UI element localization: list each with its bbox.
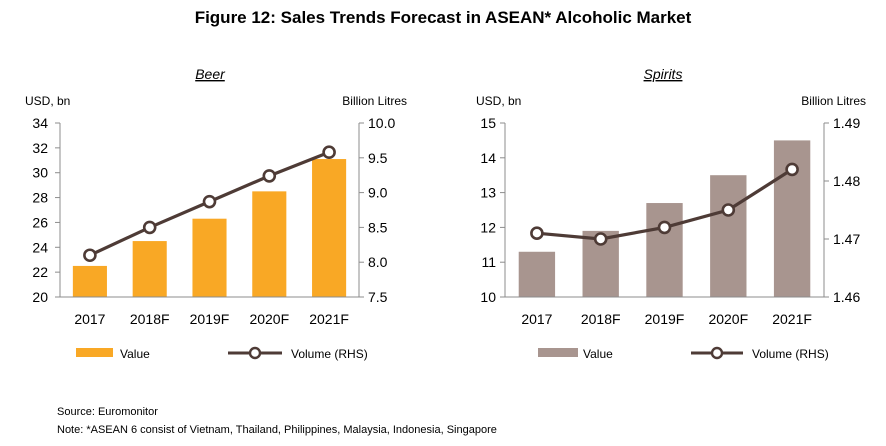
- legend-value-label: Value: [120, 347, 150, 361]
- left-tick-label: 32: [32, 140, 48, 156]
- x-tick-label: 2017: [521, 311, 552, 327]
- x-tick-label: 2019F: [645, 311, 685, 327]
- left-tick-label: 14: [480, 150, 496, 166]
- right-tick-label: 1.47: [833, 231, 860, 247]
- x-tick-label: 2018F: [581, 311, 621, 327]
- legend-volume-marker: [710, 346, 724, 360]
- volume-point-2021f: [322, 145, 336, 160]
- bar-2017: [72, 265, 107, 297]
- source-note: Source: Euromonitor: [57, 406, 158, 418]
- volume-point-2021f: [785, 162, 799, 177]
- left-tick-label: 30: [32, 165, 48, 181]
- bar-2018f: [132, 241, 167, 297]
- right-tick-label: 1.48: [833, 173, 860, 189]
- x-tick-label: 2019F: [190, 311, 230, 327]
- legend-value-swatch: [538, 348, 578, 357]
- bar-2017: [518, 251, 556, 297]
- x-tick-label: 2020F: [708, 311, 748, 327]
- legend-volume-marker: [248, 346, 262, 360]
- bar-2020f: [252, 191, 287, 297]
- x-tick-label: 2018F: [130, 311, 170, 327]
- left-tick-label: 20: [32, 289, 48, 305]
- bar-2020f: [710, 175, 747, 297]
- right-axis-title: Billion Litres: [801, 94, 866, 108]
- legend-value-swatch: [76, 348, 113, 357]
- figure-title: Figure 12: Sales Trends Forecast in ASEA…: [194, 8, 692, 27]
- left-axis-title: USD, bn: [25, 94, 70, 108]
- spirits-chart: Spirits USD, bn Billion Litres 10 11 12 13 14 15…: [476, 66, 866, 361]
- left-tick-label: 26: [32, 214, 48, 230]
- right-tick-label: 9.5: [368, 150, 388, 166]
- volume-point-2017: [530, 226, 544, 240]
- right-axis-title: Billion Litres: [342, 94, 407, 108]
- left-tick-label: 34: [32, 115, 48, 131]
- right-tick-label: 1.49: [833, 115, 860, 131]
- volume-point-2020f: [721, 203, 736, 217]
- bar-2019f: [646, 203, 683, 297]
- legend-volume-label: Volume (RHS): [752, 347, 829, 361]
- right-tick-label: 10.0: [368, 115, 395, 131]
- right-tick-label: 7.5: [368, 289, 388, 305]
- left-tick-label: 22: [32, 264, 48, 280]
- volume-point-2017: [83, 248, 97, 263]
- right-tick-label: 9.0: [368, 185, 388, 201]
- left-axis-title: USD, bn: [476, 94, 521, 108]
- left-tick-label: 10: [480, 289, 496, 305]
- left-tick-label: 11: [481, 254, 496, 270]
- beer-chart: Beer USD, bn Billion Litres 20 22 24 26 28 30 32 3…: [25, 66, 407, 361]
- x-tick-label: 2021F: [772, 311, 812, 327]
- x-tick-label: 2017: [74, 311, 105, 327]
- left-tick-label: 13: [480, 185, 496, 201]
- volume-point-2019f: [657, 220, 672, 235]
- definition-note: Note: *ASEAN 6 consist of Vietnam, Thail…: [57, 424, 497, 436]
- left-tick-label: 28: [32, 190, 48, 206]
- volume-point-2020f: [262, 169, 277, 183]
- volume-point-2018f: [142, 220, 157, 235]
- bar-2019f: [192, 218, 227, 297]
- right-tick-label: 1.46: [833, 289, 860, 305]
- volume-point-2019f: [202, 194, 217, 209]
- bar-2021f: [312, 159, 347, 297]
- panel-title: Beer: [195, 66, 226, 82]
- legend-value-label: Value: [583, 347, 613, 361]
- right-tick-label: 8.5: [368, 219, 388, 235]
- left-tick-label: 24: [32, 239, 48, 255]
- panel-title: Spirits: [644, 66, 683, 82]
- left-tick-label: 12: [480, 219, 496, 235]
- x-tick-label: 2021F: [309, 311, 349, 327]
- legend-volume-label: Volume (RHS): [291, 347, 368, 361]
- volume-point-2018f: [593, 232, 608, 246]
- x-tick-label: 2020F: [249, 311, 289, 327]
- left-tick-label: 15: [480, 115, 496, 131]
- right-tick-label: 8.0: [368, 254, 388, 270]
